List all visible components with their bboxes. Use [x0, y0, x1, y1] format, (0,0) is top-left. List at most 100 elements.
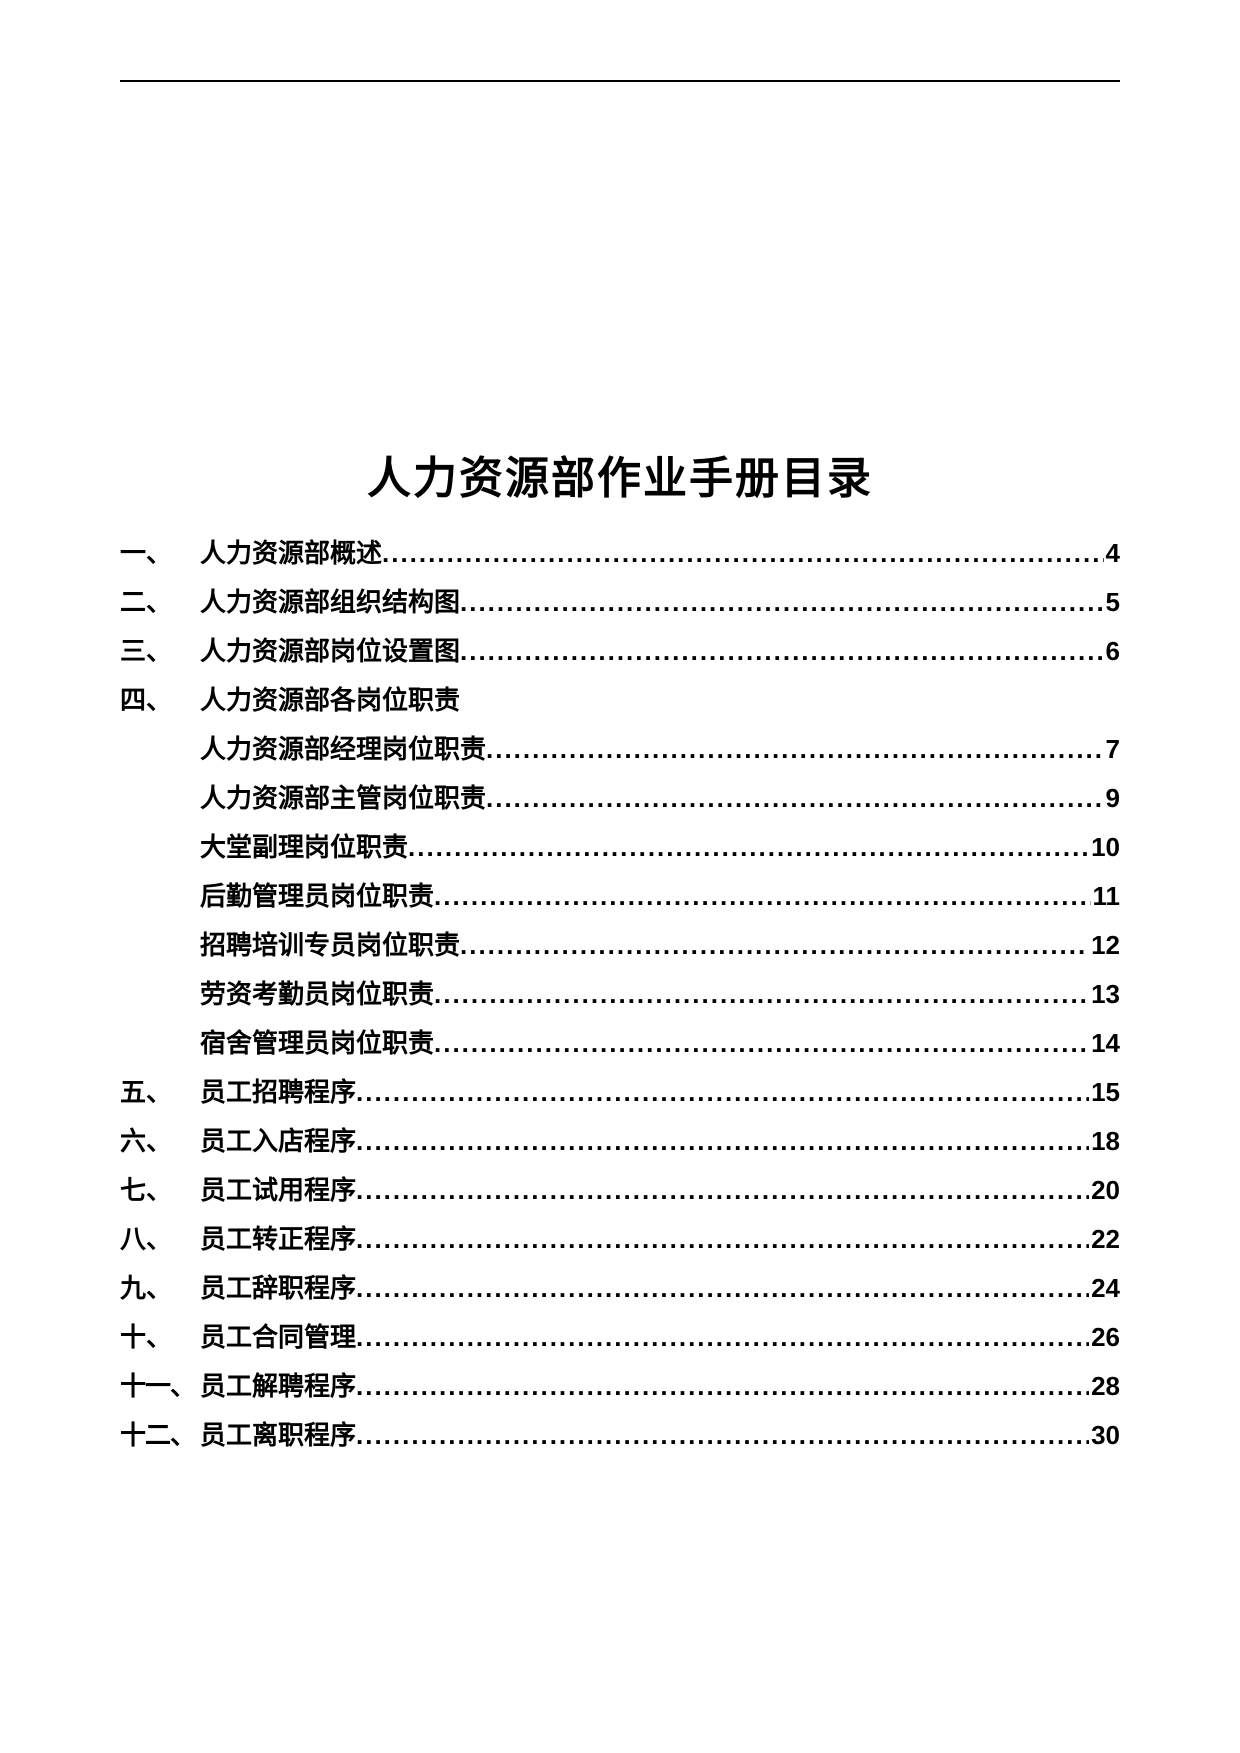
toc-label: 招聘培训专员岗位职责: [200, 926, 460, 965]
toc-leader-dots: [434, 877, 1090, 916]
toc-leader-dots: [382, 534, 1104, 573]
toc-row: 五、员工招聘程序15: [120, 1073, 1120, 1112]
toc-row: 四、人力资源部各岗位职责: [120, 681, 1120, 720]
toc-page-number: 30: [1089, 1416, 1120, 1455]
toc-page-number: 5: [1104, 583, 1120, 622]
toc-page-number: 14: [1089, 1024, 1120, 1063]
toc-row: 十一、员工解聘程序 28: [120, 1367, 1120, 1406]
toc-row: 十、员工合同管理 26: [120, 1318, 1120, 1357]
toc-page-number: 13: [1089, 975, 1120, 1014]
toc-number: 十、: [120, 1318, 200, 1357]
toc-leader-dots: [460, 583, 1104, 622]
toc-label: 后勤管理员岗位职责: [200, 877, 434, 916]
toc-label: 员工离职程序: [200, 1416, 356, 1455]
toc-page-number: 18: [1089, 1122, 1120, 1161]
toc-row: 九、员工辞职程序 24: [120, 1269, 1120, 1308]
toc-row: 六、员工入店程序18: [120, 1122, 1120, 1161]
toc-number: 八、: [120, 1220, 200, 1259]
toc-row: 招聘培训专员岗位职责 12: [120, 926, 1120, 965]
toc-page-number: 26: [1089, 1318, 1120, 1357]
toc-page-number: 11: [1091, 877, 1121, 916]
toc-number: 十二、: [120, 1416, 200, 1455]
toc-number: 五、: [120, 1073, 200, 1112]
toc-row: 十二、员工离职程序 30: [120, 1416, 1120, 1455]
toc-label: 员工解聘程序: [200, 1367, 356, 1406]
toc-page-number: 7: [1104, 730, 1120, 769]
toc-number: 一、: [120, 534, 200, 573]
toc-entry: 人力资源部各岗位职责: [200, 681, 1120, 720]
toc-row: 劳资考勤员岗位职责 13: [120, 975, 1120, 1014]
toc-number: 四、: [120, 681, 200, 720]
toc-row: 人力资源部主管岗位职责 9: [120, 779, 1120, 818]
toc-leader-dots: [460, 632, 1104, 671]
toc-row: 人力资源部经理岗位职责7: [120, 730, 1120, 769]
toc-label: 员工试用程序: [200, 1171, 356, 1210]
page-title: 人力资源部作业手册目录: [120, 442, 1120, 506]
toc-label: 员工合同管理: [200, 1318, 356, 1357]
toc-label: 宿舍管理员岗位职责: [200, 1024, 434, 1063]
toc-number: 三、: [120, 632, 200, 671]
toc-entry: 人力资源部经理岗位职责7: [200, 730, 1120, 769]
toc-leader-dots: [356, 1171, 1089, 1210]
toc-row: 二、人力资源部组织结构图 5: [120, 583, 1120, 622]
toc-entry: 员工试用程序 20: [200, 1171, 1120, 1210]
toc-entry: 人力资源部组织结构图 5: [200, 583, 1120, 622]
toc-number: 十一、: [120, 1367, 200, 1406]
toc-entry: 员工解聘程序 28: [200, 1367, 1120, 1406]
toc-entry: 员工离职程序 30: [200, 1416, 1120, 1455]
toc-entry: 大堂副理岗位职责 10: [200, 828, 1120, 867]
toc-number: 二、: [120, 583, 200, 622]
toc-entry: 后勤管理员岗位职责 11: [200, 877, 1120, 916]
toc-leader-dots: [356, 1416, 1089, 1455]
toc-row: 宿舍管理员岗位职责 14: [120, 1024, 1120, 1063]
toc-entry: 员工辞职程序 24: [200, 1269, 1120, 1308]
toc-leader-dots: [356, 1122, 1089, 1161]
toc-leader-dots: [486, 730, 1104, 769]
toc-label: 人力资源部概述: [200, 534, 382, 573]
toc-label: 劳资考勤员岗位职责: [200, 975, 434, 1014]
toc-label: 员工辞职程序: [200, 1269, 356, 1308]
toc-entry: 人力资源部概述 4: [200, 534, 1120, 573]
toc-page-number: 10: [1089, 828, 1120, 867]
toc-label: 人力资源部组织结构图: [200, 583, 460, 622]
toc-page-number: 9: [1104, 779, 1120, 818]
toc-leader-dots: [356, 1073, 1089, 1112]
toc-leader-dots: [434, 1024, 1089, 1063]
toc-label: 人力资源部主管岗位职责: [200, 779, 486, 818]
toc-leader-dots: [434, 975, 1089, 1014]
top-horizontal-rule: [120, 80, 1120, 82]
document-page: 人力资源部作业手册目录 一、人力资源部概述4二、人力资源部组织结构图5三、人力资…: [0, 0, 1240, 1753]
table-of-contents: 一、人力资源部概述4二、人力资源部组织结构图5三、人力资源部岗位设置图6四、人力…: [120, 534, 1120, 1455]
toc-entry: 员工转正程序22: [200, 1220, 1120, 1259]
toc-page-number: 12: [1089, 926, 1120, 965]
toc-number: 七、: [120, 1171, 200, 1210]
toc-label: 人力资源部岗位设置图: [200, 632, 460, 671]
toc-row: 一、人力资源部概述 4: [120, 534, 1120, 573]
toc-page-number: 28: [1089, 1367, 1120, 1406]
toc-number: 九、: [120, 1269, 200, 1308]
toc-row: 七、员工试用程序 20: [120, 1171, 1120, 1210]
toc-leader-dots: [408, 828, 1089, 867]
toc-leader-dots: [356, 1220, 1089, 1259]
toc-page-number: 20: [1089, 1171, 1120, 1210]
toc-entry: 员工合同管理 26: [200, 1318, 1120, 1357]
toc-label: 员工入店程序: [200, 1122, 356, 1161]
toc-entry: 人力资源部岗位设置图6: [200, 632, 1120, 671]
toc-page-number: 4: [1104, 534, 1120, 573]
toc-label: 大堂副理岗位职责: [200, 828, 408, 867]
toc-entry: 招聘培训专员岗位职责 12: [200, 926, 1120, 965]
toc-entry: 员工招聘程序15: [200, 1073, 1120, 1112]
toc-entry: 员工入店程序 18: [200, 1122, 1120, 1161]
toc-row: 三、人力资源部岗位设置图6: [120, 632, 1120, 671]
toc-leader-dots: [356, 1318, 1089, 1357]
toc-leader-dots: [356, 1367, 1089, 1406]
toc-page-number: 15: [1089, 1073, 1120, 1112]
toc-label: 员工转正程序: [200, 1220, 356, 1259]
toc-page-number: 24: [1089, 1269, 1120, 1308]
toc-entry: 人力资源部主管岗位职责 9: [200, 779, 1120, 818]
toc-row: 八、员工转正程序22: [120, 1220, 1120, 1259]
toc-row: 后勤管理员岗位职责 11: [120, 877, 1120, 916]
toc-entry: 劳资考勤员岗位职责 13: [200, 975, 1120, 1014]
toc-leader-dots: [356, 1269, 1089, 1308]
toc-label: 人力资源部各岗位职责: [200, 681, 460, 720]
